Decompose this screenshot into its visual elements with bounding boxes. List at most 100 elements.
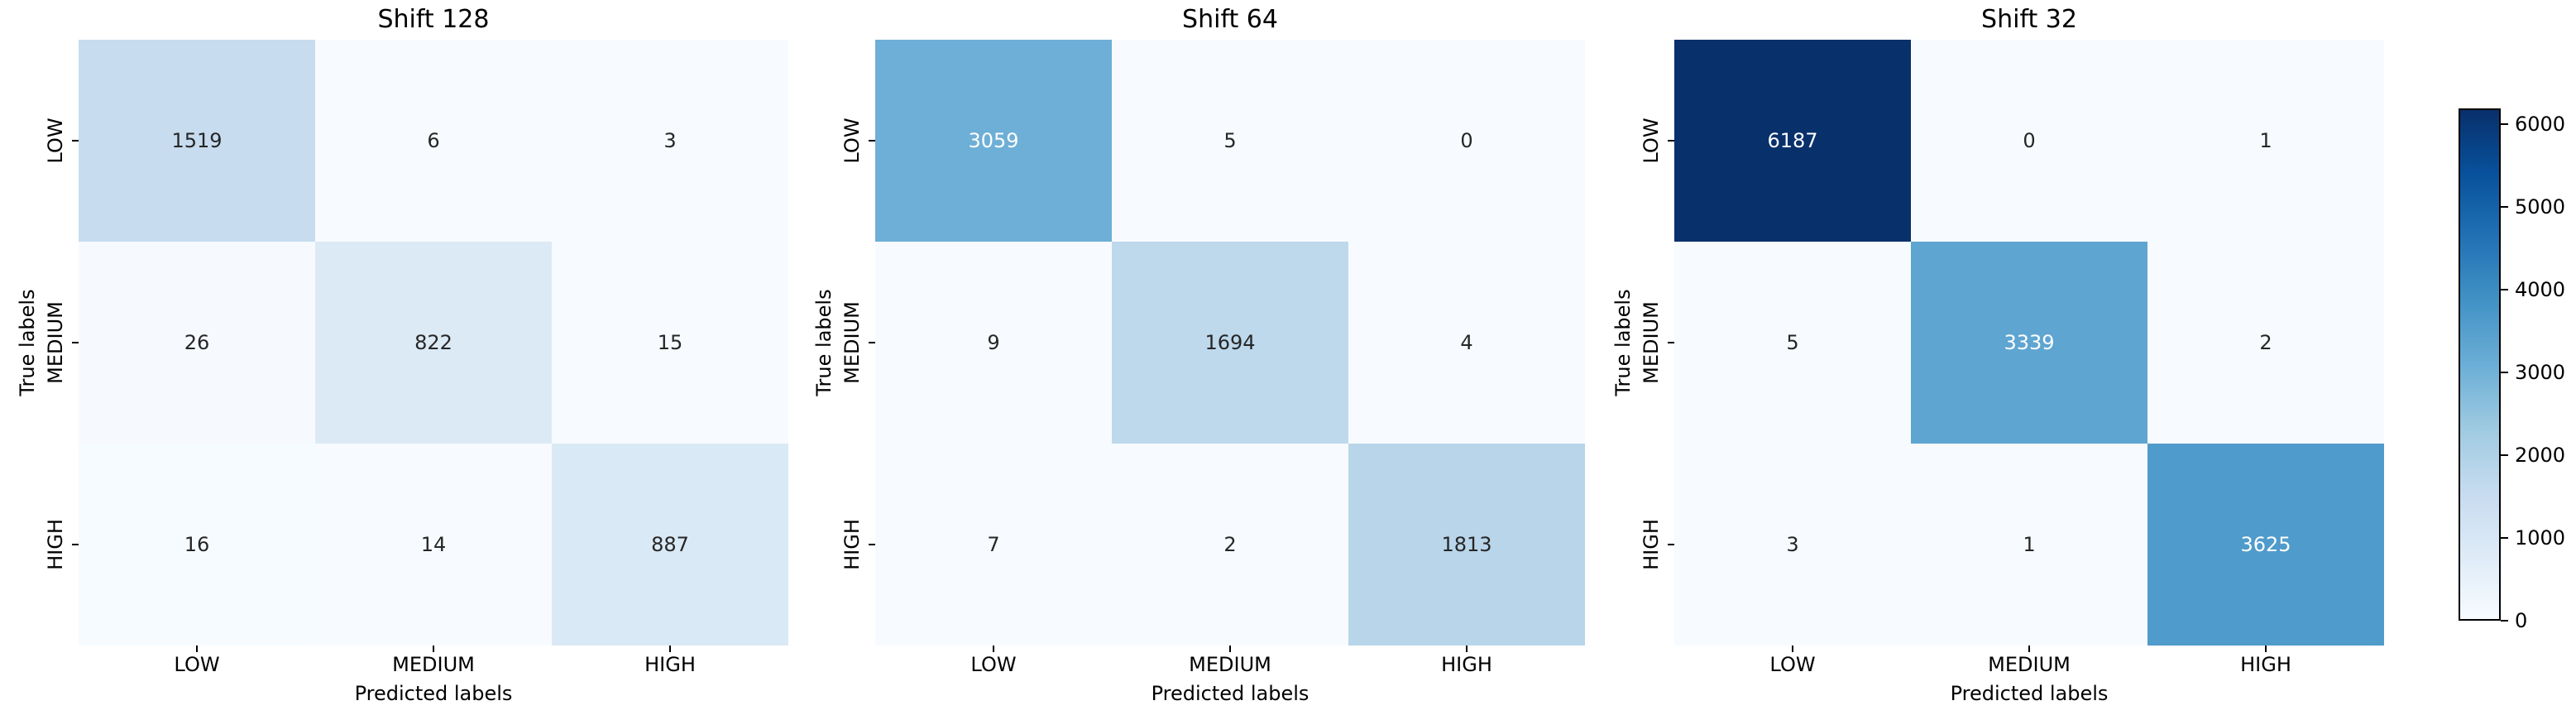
heatmap-grid: 1519 6 3 26 822 15 16 14 887 LOW MEDIUM HIGH LOW MEDI… bbox=[44, 40, 788, 676]
cell-value: 14 bbox=[420, 533, 447, 556]
cell-value: 822 bbox=[414, 331, 452, 354]
x-tick-label: HIGH bbox=[1441, 653, 1492, 676]
heatmap-cell: 9 bbox=[875, 242, 1112, 444]
panel-title: Shift 32 bbox=[1981, 5, 2077, 34]
heatmap-panel-shift-128: Shift 128 True labels 1519 6 3 26 822 15 16 14 8… bbox=[16, 5, 788, 705]
y-tick-mark bbox=[1668, 140, 1674, 142]
colorbar-tick-mark bbox=[2501, 122, 2508, 125]
x-tick-mark bbox=[196, 646, 198, 652]
x-tick-mark bbox=[1229, 646, 1231, 652]
cell-value: 6187 bbox=[1767, 129, 1818, 152]
x-tick-mark bbox=[669, 646, 671, 652]
heatmap-cell: 5 bbox=[1674, 242, 1911, 444]
panel-title: Shift 128 bbox=[377, 5, 490, 34]
cell-value: 1813 bbox=[1441, 533, 1492, 556]
colorbar-tick-mark bbox=[2501, 536, 2508, 539]
y-tick-mark bbox=[72, 140, 79, 142]
x-tick-label: LOW bbox=[174, 653, 220, 676]
x-tick-label: LOW bbox=[970, 653, 1017, 676]
heatmap-cell: 1 bbox=[2147, 40, 2384, 242]
cell-value: 1519 bbox=[171, 129, 223, 152]
cell-value: 1 bbox=[2023, 533, 2036, 556]
cell-value: 1 bbox=[2259, 129, 2272, 152]
heatmap-cell: 1694 bbox=[1112, 242, 1348, 444]
heatmap-cell: 5 bbox=[1112, 40, 1348, 242]
x-tick-mark bbox=[2265, 646, 2267, 652]
cell-value: 3339 bbox=[2004, 331, 2055, 354]
x-tick-label: MEDIUM bbox=[1988, 653, 2071, 676]
x-tick-label: MEDIUM bbox=[392, 653, 475, 676]
heatmap-cell: 3 bbox=[552, 40, 788, 242]
heatmap-cell: 4 bbox=[1348, 242, 1585, 444]
heatmap-cell: 0 bbox=[1911, 40, 2147, 242]
heatmap-cell: 0 bbox=[1348, 40, 1585, 242]
y-tick-mark bbox=[869, 140, 875, 142]
heatmap-cell: 3 bbox=[1674, 444, 1911, 646]
x-tick-mark bbox=[433, 646, 434, 652]
heatmap-grid: 3059 5 0 9 1694 4 7 2 1813 LOW MEDIUM HIGH LOW MEDIUM… bbox=[840, 40, 1585, 676]
heatmap-cell: 3625 bbox=[2147, 444, 2384, 646]
x-tick-mark bbox=[993, 646, 994, 652]
heatmap-cell: 6 bbox=[315, 40, 552, 242]
x-tick-label: LOW bbox=[1769, 653, 1816, 676]
x-axis-label: Predicted labels bbox=[354, 682, 513, 705]
colorbar-tick-mark bbox=[2501, 371, 2508, 373]
cell-value: 4 bbox=[1460, 331, 1473, 354]
heatmap-cell: 3339 bbox=[1911, 242, 2147, 444]
colorbar-tick-mark bbox=[2501, 288, 2508, 290]
cell-value: 1694 bbox=[1204, 331, 1256, 354]
colorbar-gradient bbox=[2459, 108, 2501, 621]
cell-value: 3 bbox=[1786, 533, 1799, 556]
colorbar-tick-mark bbox=[2501, 205, 2508, 208]
heatmap-cell: 3059 bbox=[875, 40, 1112, 242]
cell-value: 15 bbox=[657, 331, 683, 354]
y-tick-mark bbox=[1668, 342, 1674, 343]
heatmap-cell: 887 bbox=[552, 444, 788, 646]
y-tick-mark bbox=[72, 342, 79, 343]
cell-value: 3625 bbox=[2240, 533, 2291, 556]
x-axis-label: Predicted labels bbox=[1950, 682, 2109, 705]
cell-value: 6 bbox=[427, 129, 440, 152]
heatmap-cell: 2 bbox=[2147, 242, 2384, 444]
cell-value: 0 bbox=[1460, 129, 1473, 152]
x-tick-label: MEDIUM bbox=[1189, 653, 1271, 676]
heatmap-cell: 822 bbox=[315, 242, 552, 444]
heatmap-grid: 6187 0 1 5 3339 2 3 1 3625 LOW MEDIUM HIGH LOW MEDIUM… bbox=[1640, 40, 2384, 676]
heatmap-cell: 16 bbox=[79, 444, 315, 646]
heatmap-cell: 6187 bbox=[1674, 40, 1911, 242]
cell-value: 3 bbox=[663, 129, 677, 152]
x-tick-mark bbox=[1792, 646, 1793, 652]
cell-value: 5 bbox=[1786, 331, 1799, 354]
heatmap-panel-shift-64: Shift 64 True labels 3059 5 0 9 1694 4 7 2 1813 L… bbox=[812, 5, 1585, 705]
x-tick-mark bbox=[1466, 646, 1468, 652]
cell-value: 9 bbox=[987, 331, 1000, 354]
x-axis-label: Predicted labels bbox=[1151, 682, 1310, 705]
cell-value: 2 bbox=[2259, 331, 2272, 354]
heatmap-panel-shift-32: Shift 32 True labels 6187 0 1 5 3339 2 3 1 3625 L… bbox=[1611, 5, 2384, 705]
heatmap-cell: 1 bbox=[1911, 444, 2147, 646]
colorbar-tick-mark bbox=[2501, 454, 2508, 456]
cell-value: 7 bbox=[987, 533, 1000, 556]
heatmap-cell: 15 bbox=[552, 242, 788, 444]
x-tick-mark bbox=[2028, 646, 2030, 652]
cell-value: 26 bbox=[184, 331, 210, 354]
cell-value: 0 bbox=[2023, 129, 2036, 152]
heatmap-cell: 26 bbox=[79, 242, 315, 444]
heatmap-cell: 7 bbox=[875, 444, 1112, 646]
x-tick-label: HIGH bbox=[644, 653, 696, 676]
cell-value: 16 bbox=[184, 533, 210, 556]
panel-title: Shift 64 bbox=[1182, 5, 1278, 34]
heatmap-cell: 1519 bbox=[79, 40, 315, 242]
cell-value: 3059 bbox=[968, 129, 1019, 152]
colorbar-tick-mark bbox=[2501, 620, 2508, 622]
x-tick-label: HIGH bbox=[2240, 653, 2291, 676]
y-tick-mark bbox=[1668, 544, 1674, 545]
cell-value: 887 bbox=[651, 533, 689, 556]
cell-value: 5 bbox=[1223, 129, 1237, 152]
heatmap-cell: 2 bbox=[1112, 444, 1348, 646]
y-tick-mark bbox=[869, 342, 875, 343]
heatmap-cell: 1813 bbox=[1348, 444, 1585, 646]
heatmap-cell: 14 bbox=[315, 444, 552, 646]
y-tick-mark bbox=[72, 544, 79, 545]
